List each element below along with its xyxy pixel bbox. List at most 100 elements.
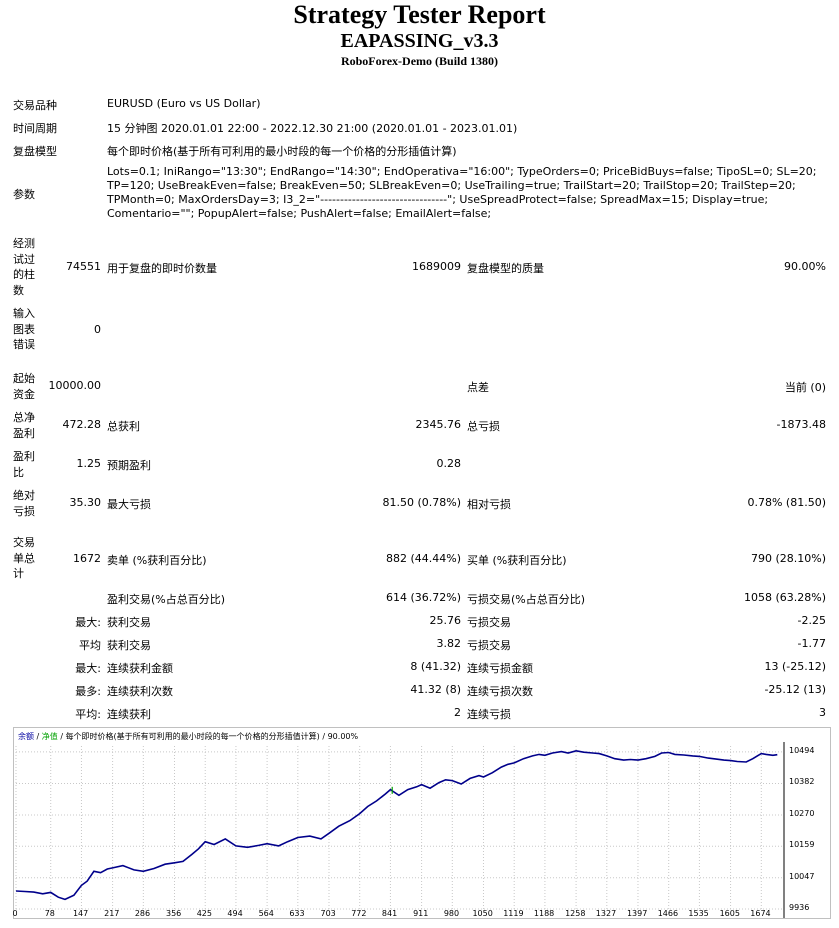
x-tick-label: 1119 [503,909,524,918]
x-tick-label: 1258 [565,909,586,918]
maximal-consecutive-wins-value: 41.32 (8) [410,683,461,696]
x-tick-label: 1050 [472,909,493,918]
gross-loss-label: 总亏损 [467,420,500,433]
profit-factor-label: 盈利比 [13,450,35,479]
report-title: Strategy Tester Report [293,0,546,29]
model-label: 复盘模型 [13,145,57,158]
model-value: 每个即时价格(基于所有可利用的最小时段的每一个价格的分形插值计算) [107,145,457,158]
x-tick-label: 425 [196,909,212,918]
balance-line [15,749,778,901]
average-consecutive-label: 平均: [75,708,101,721]
average-loss-value: -1.77 [797,637,826,650]
average-profit-label: 获利交易 [107,639,151,652]
legend-balance: 余额 [18,732,34,741]
balance-chart: 余额 / 净值 / 每个即时价格(基于所有可利用的最小时段的每一个价格的分形插值… [13,727,831,919]
ea-name: EAPASSING_v3.3 [340,30,499,52]
legend-equity: 净值 [41,732,58,741]
largest-loss-label: 亏损交易 [467,616,511,629]
y-tick-label: 9936 [789,903,810,912]
x-tick-label: 286 [134,909,151,918]
quality-label: 复盘模型的质量 [467,262,544,275]
average-consecutive-wins-label: 连续获利 [107,708,151,721]
server-name: RoboForex-Demo (Build 1380) [340,54,499,68]
abs-drawdown-label: 绝对亏损 [13,489,35,518]
y-tick-label: 10270 [789,808,815,818]
x-tick-label: 633 [289,909,305,918]
average-label: 平均 [79,639,101,652]
symbol-label: 交易品种 [13,99,57,112]
period-value: 15 分钟图 2020.01.01 22:00 - 2022.12.30 21:… [107,122,518,135]
maximal-consecutive-wins-label: 连续获利次数 [107,685,173,698]
payoff-value: 0.28 [436,457,462,470]
x-tick-label: 1466 [657,909,679,918]
x-tick-label: 0 [12,909,18,918]
long-positions-value: 790 (28.10%) [750,552,826,565]
x-tick-label: 1327 [595,909,617,918]
average-loss-label: 亏损交易 [467,639,511,652]
largest-label: 最大: [75,616,101,629]
y-tick-label: 10047 [789,871,815,881]
max-drawdown-value: 81.50 (0.78%) [382,496,461,509]
largest-profit-value: 25.76 [429,614,462,627]
y-tick-label: 10382 [789,777,815,787]
short-positions-label: 卖单 (%获利百分比) [107,554,207,567]
gross-profit-label: 总获利 [107,420,140,433]
max-consecutive-wins-value: 8 (41.32) [410,660,461,673]
legend-model: 每个即时价格(基于所有可利用的最小时段的每一个价格的分形插值计算) [65,732,320,741]
x-tick-label: 1188 [533,909,555,918]
largest-profit-label: 获利交易 [107,616,151,629]
x-tick-label: 1605 [719,909,740,918]
max-consecutive-losses-value: 13 (-25.12) [764,660,826,673]
gross-profit-value: 2345.76 [415,418,462,431]
total-trades-value: 1672 [73,552,101,565]
deposit-value: 10000.00 [48,379,102,392]
max-drawdown-label: 最大亏损 [107,498,151,511]
x-tick-label: 911 [413,909,429,918]
period-label: 时间周期 [13,122,57,135]
quality-value: 90.00% [784,260,826,273]
x-tick-label: 1674 [750,909,771,918]
y-tick-label: 10159 [789,840,815,850]
errors-label: 输入图表错误 [13,307,35,351]
maximal-consecutive-losses-value: -25.12 (13) [764,683,826,696]
profit-factor-value: 1.25 [76,457,102,470]
profit-trades-value: 614 (36.72%) [385,591,461,604]
ticks-value: 1689009 [412,260,461,273]
net-profit-value: 472.28 [62,418,102,431]
x-tick-label: 564 [258,909,274,918]
params-label: 参数 [13,188,35,201]
x-tick-label: 1397 [626,909,648,918]
average-consecutive-wins-value: 2 [454,706,461,719]
maximal-consecutive-label: 最多: [75,685,101,698]
loss-trades-value: 1058 (63.28%) [743,591,826,604]
x-tick-label: 78 [44,909,55,918]
errors-value: 0 [94,323,101,336]
average-consecutive-losses-label: 连续亏损 [467,708,511,721]
gross-loss-value: -1873.48 [776,418,826,431]
x-tick-label: 1535 [688,909,709,918]
deposit-label: 起始资金 [13,372,35,401]
chart-plot [15,742,785,918]
max-consecutive-label: 最大: [75,662,101,675]
spread-value: 当前 (0) [784,381,826,394]
short-positions-value: 882 (44.44%) [385,552,461,565]
max-consecutive-losses-label: 连续亏损金额 [467,662,533,675]
x-tick-label: 356 [165,909,182,918]
rel-drawdown-label: 相对亏损 [467,498,511,511]
x-tick-label: 980 [443,909,460,918]
maximal-consecutive-losses-label: 连续亏损次数 [467,685,533,698]
x-tick-label: 703 [320,909,336,918]
x-tick-label: 841 [381,909,398,918]
long-positions-label: 买单 (%获利百分比) [467,554,567,567]
x-tick-label: 217 [104,909,120,918]
loss-trades-label: 亏损交易(%占总百分比) [467,593,586,606]
payoff-label: 预期盈利 [107,459,151,472]
average-consecutive-losses-value: 3 [819,706,826,719]
total-trades-label: 交易单总计 [13,536,35,580]
params-value: Lots=0.1; IniRango="13:30"; EndRango="14… [107,165,817,220]
rel-drawdown-value: 0.78% (81.50) [747,496,826,509]
legend-quality: 90.00% [327,732,359,741]
bars-label: 经测试过的柱数 [13,237,35,297]
largest-loss-value: -2.25 [797,614,826,627]
max-consecutive-wins-label: 连续获利金额 [107,662,173,675]
